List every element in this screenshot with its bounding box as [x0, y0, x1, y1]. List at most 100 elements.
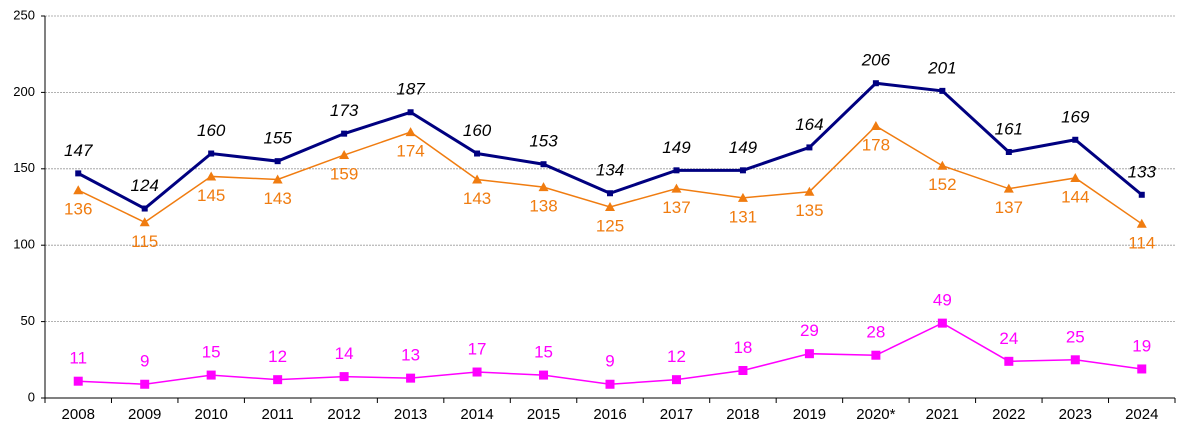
data-label: 178	[862, 136, 890, 155]
data-label: 187	[396, 80, 425, 99]
marker	[206, 370, 216, 380]
x-tick-label: 2018	[726, 406, 759, 423]
data-label: 169	[1061, 107, 1090, 126]
marker	[474, 150, 481, 157]
marker	[341, 130, 348, 137]
x-tick-label: 2013	[394, 406, 427, 423]
marker	[1005, 148, 1012, 155]
data-label: 25	[1066, 327, 1085, 346]
marker	[339, 372, 349, 382]
marker	[1136, 218, 1147, 228]
marker	[274, 158, 281, 165]
y-tick-label: 200	[13, 84, 35, 99]
data-label: 136	[64, 200, 92, 219]
data-label: 125	[596, 216, 624, 235]
marker	[804, 186, 815, 196]
marker	[539, 370, 549, 380]
x-tick-label: 2023	[1059, 406, 1092, 423]
marker	[671, 375, 681, 385]
x-tick-label: 2014	[460, 406, 493, 423]
marker	[73, 376, 83, 386]
x-tick-label: 2009	[128, 406, 161, 423]
x-tick-label: 2010	[194, 406, 227, 423]
marker	[1138, 191, 1145, 198]
data-label: 124	[131, 176, 159, 195]
marker	[939, 87, 946, 94]
data-label: 11	[69, 349, 87, 368]
data-label: 161	[995, 119, 1023, 138]
marker	[75, 170, 82, 177]
data-label: 15	[534, 343, 553, 362]
data-label: 15	[202, 343, 221, 362]
data-label: 134	[596, 161, 624, 180]
data-label: 144	[1061, 187, 1089, 206]
x-tick-label: 2016	[593, 406, 626, 423]
x-tick-label: 2019	[793, 406, 826, 423]
marker	[806, 144, 813, 151]
x-tick-label: 2012	[327, 406, 360, 423]
data-label: 18	[733, 338, 752, 357]
data-label: 145	[197, 186, 225, 205]
data-label: 173	[330, 101, 359, 120]
x-tick-label: 2017	[660, 406, 693, 423]
marker	[937, 318, 947, 328]
data-label: 133	[1128, 162, 1157, 181]
x-tick-label: 2020*	[856, 406, 895, 423]
data-label: 28	[866, 323, 885, 342]
data-label: 137	[662, 198, 690, 217]
data-label: 149	[662, 138, 691, 157]
data-label: 9	[605, 352, 614, 371]
data-label: 155	[263, 129, 292, 148]
data-label: 153	[529, 132, 558, 151]
data-label: 138	[529, 197, 557, 216]
data-label: 159	[330, 165, 358, 184]
x-tick-label: 2008	[62, 406, 95, 423]
data-label: 14	[335, 344, 354, 363]
data-label: 12	[268, 347, 287, 366]
data-label: 149	[729, 138, 758, 157]
data-label: 12	[667, 347, 686, 366]
marker	[272, 174, 283, 184]
data-label: 114	[1128, 233, 1155, 252]
y-tick-label: 50	[21, 313, 35, 328]
marker	[141, 205, 148, 212]
marker	[472, 367, 482, 377]
marker	[540, 161, 547, 168]
data-label: 137	[995, 198, 1023, 217]
y-tick-label: 150	[13, 160, 35, 175]
data-label: 160	[197, 121, 226, 140]
marker	[1137, 364, 1147, 374]
marker	[1072, 136, 1079, 143]
data-label: 13	[401, 346, 420, 365]
x-tick-label: 2024	[1125, 406, 1158, 423]
data-label: 19	[1132, 336, 1151, 355]
data-label: 135	[795, 201, 823, 220]
marker	[339, 150, 350, 160]
marker	[538, 182, 549, 192]
data-label: 201	[927, 58, 956, 77]
marker	[1070, 355, 1080, 365]
data-label: 115	[131, 232, 158, 251]
data-label: 160	[463, 121, 492, 140]
marker	[1004, 356, 1014, 366]
marker	[871, 350, 881, 360]
data-label: 9	[140, 352, 149, 371]
marker	[206, 171, 217, 181]
data-label: 24	[999, 329, 1018, 348]
marker	[673, 167, 680, 174]
marker	[1003, 183, 1014, 193]
data-label: 174	[396, 142, 424, 161]
marker	[73, 185, 84, 195]
data-label: 164	[795, 115, 823, 134]
data-label: 206	[861, 51, 891, 70]
y-tick-label: 0	[28, 389, 35, 404]
marker	[737, 192, 748, 202]
y-tick-label: 250	[13, 7, 35, 22]
marker	[273, 375, 283, 385]
marker	[671, 183, 682, 193]
data-label: 131	[729, 207, 757, 226]
marker	[406, 373, 416, 383]
marker	[870, 121, 881, 131]
data-label: 143	[463, 189, 491, 208]
